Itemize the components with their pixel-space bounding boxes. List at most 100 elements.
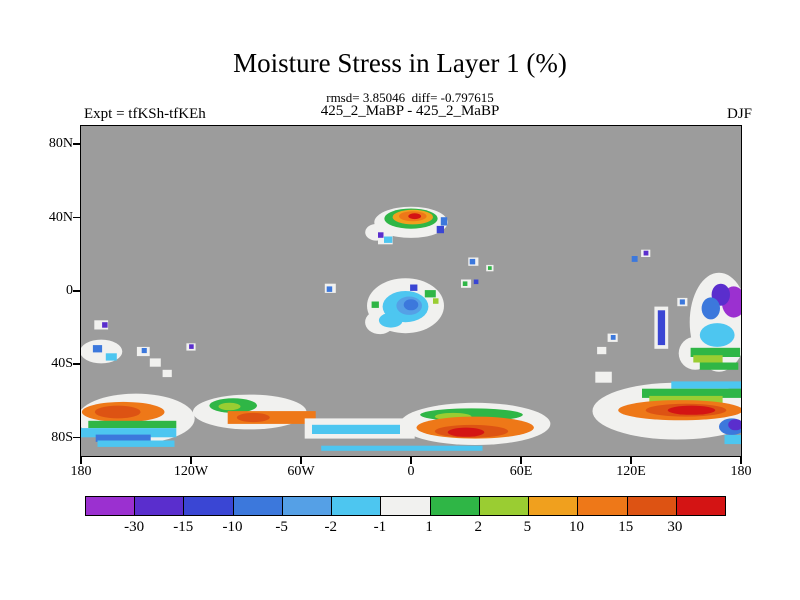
x-axis-label: 120E	[616, 464, 646, 479]
map-patch	[436, 225, 444, 234]
colorbar-label: -2	[324, 519, 338, 535]
map-patch	[657, 310, 666, 346]
map-patch	[643, 250, 649, 256]
map-patch	[236, 412, 270, 423]
map-patch	[94, 320, 109, 330]
colorbar-label: 5	[523, 519, 532, 535]
map-patch	[95, 434, 151, 442]
map-patch	[649, 395, 723, 404]
colorbar-segment-lblue	[282, 497, 333, 515]
x-axis-tick	[80, 456, 82, 464]
map-patch	[378, 313, 403, 328]
map-patch	[81, 428, 177, 438]
map-patch	[384, 236, 393, 243]
map-patch	[433, 298, 439, 304]
map-patch	[701, 297, 720, 320]
map-patch	[440, 217, 448, 226]
colorbar-segment-purple	[86, 497, 136, 515]
colorbar-label: 30	[667, 519, 683, 535]
y-axis-tick	[73, 143, 81, 145]
colorbar-label: 10	[569, 519, 585, 535]
x-axis-tick	[190, 456, 192, 464]
stats-line: rmsd= 3.85046 diff= -0.797615	[326, 90, 494, 105]
x-axis-label: 180	[70, 464, 92, 479]
x-axis-tick	[300, 456, 302, 464]
plot-title: Moisture Stress in Layer 1 (%)	[233, 48, 567, 78]
map-patch	[597, 346, 607, 355]
x-axis-tick	[740, 456, 742, 464]
map-patch	[94, 405, 141, 419]
colorbar-segment-dorange	[627, 497, 677, 515]
map-patch	[447, 427, 485, 437]
colorbar-segment-green	[430, 497, 480, 515]
colorbar-segment-ygreen	[479, 497, 530, 515]
map-patch	[693, 355, 723, 363]
x-axis-label: 120W	[173, 464, 209, 479]
colorbar-segment-gold	[529, 497, 579, 515]
map-patch	[462, 281, 468, 286]
map-patch	[699, 323, 735, 347]
map-patch	[105, 353, 117, 361]
map-patch	[218, 402, 241, 411]
y-axis-label: 80S	[51, 429, 73, 445]
map-patch	[473, 279, 479, 285]
map-patch	[92, 345, 103, 353]
y-axis-tick	[73, 290, 81, 292]
colorbar-segment-dblue	[184, 497, 234, 515]
map-plot	[81, 126, 741, 456]
colorbar-label: 15	[618, 519, 634, 535]
colorbar-segment-white	[381, 497, 431, 515]
map-patch	[102, 322, 108, 328]
experiment-label: Expt = tfKSh-tfKEh	[84, 106, 206, 122]
map-patch	[403, 299, 419, 311]
colorbar-label: 1	[425, 519, 433, 535]
map-patch	[88, 420, 177, 429]
map-patch	[699, 362, 739, 370]
map-patch	[724, 434, 741, 445]
map-patch	[424, 290, 436, 298]
x-axis-label: 60W	[287, 464, 315, 479]
map-patch	[631, 256, 638, 262]
colorbar-segment-mblue	[233, 497, 283, 515]
map-patch	[728, 419, 741, 431]
colorbar-segment-indigo	[135, 497, 185, 515]
x-axis-tick	[410, 456, 412, 464]
map-patch	[97, 440, 175, 447]
map-patch	[141, 348, 147, 354]
colorbar-label: -30	[124, 519, 145, 535]
map-patch	[321, 445, 483, 451]
x-axis-tick	[520, 456, 522, 464]
colorbar-label: 2	[474, 519, 482, 535]
y-axis-label: 40S	[51, 356, 73, 372]
colorbar-label: -15	[173, 519, 194, 535]
colorbar-label: -1	[373, 519, 387, 535]
map-patch	[667, 405, 716, 415]
map-area: 80N 40N 0 40S 80S 180 120W 60W 0 60E 120E 180	[49, 125, 752, 479]
colorbar-label: -5	[275, 519, 288, 535]
map-patch	[312, 424, 400, 434]
map-patch	[326, 286, 333, 292]
map-patch	[690, 347, 741, 357]
diff-expression-line: 425_2_MaBP - 425_2_MaBP	[320, 103, 500, 119]
x-axis-label: 60E	[509, 464, 533, 479]
colorbar-segment-orange	[578, 497, 628, 515]
colorbar-segment-red	[676, 497, 726, 515]
map-patch	[189, 344, 194, 349]
colorbar-labels: -30 -15 -10 -5 -2 -1 1 2 5 10 15 30	[85, 519, 724, 539]
y-axis-label: 40N	[48, 209, 73, 225]
map-patch	[642, 388, 741, 398]
map-patch	[149, 358, 161, 367]
map-patch	[378, 232, 384, 238]
y-axis-label: 80N	[48, 136, 73, 152]
map-patch	[410, 284, 418, 291]
x-axis-label: 0	[407, 464, 415, 479]
map-patch	[371, 301, 379, 308]
map-patch	[610, 335, 616, 340]
map-patch	[488, 266, 492, 270]
x-axis-tick	[630, 456, 632, 464]
colorbar	[85, 496, 726, 516]
season-label: DJF	[726, 106, 752, 122]
y-axis-tick	[73, 216, 81, 219]
map-patch	[595, 371, 612, 383]
